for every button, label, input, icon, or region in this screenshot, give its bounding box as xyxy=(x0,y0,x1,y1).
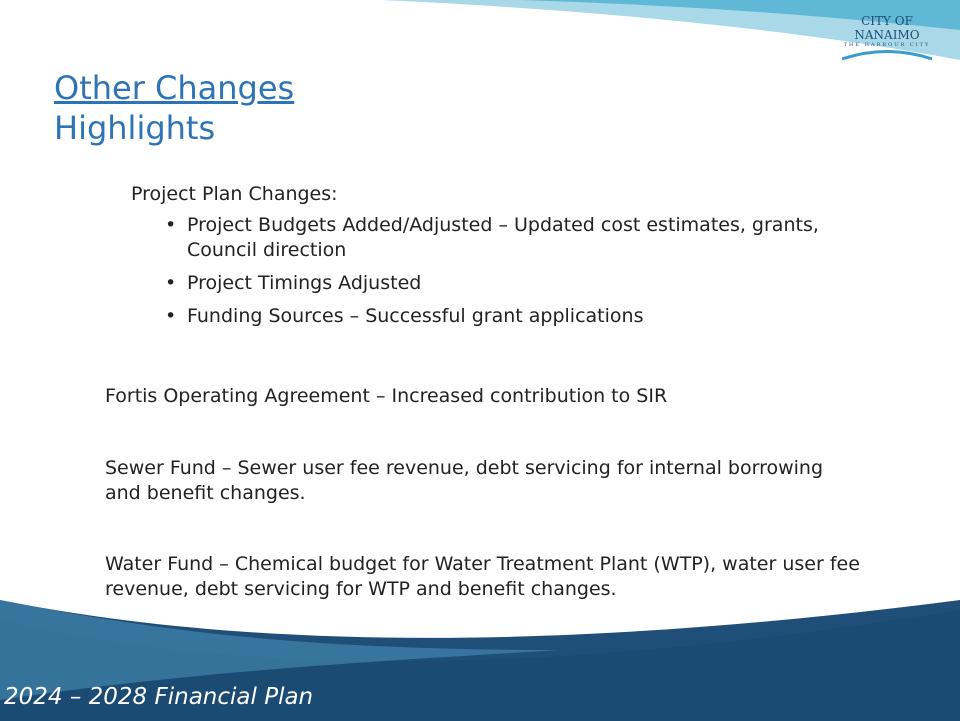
footer: 2024 – 2028 Financial Plan xyxy=(4,684,314,710)
paragraph: Sewer Fund – Sewer user fee revenue, deb… xyxy=(105,457,824,504)
bullet-text: Project Budgets Added/Adjusted – Updated… xyxy=(187,214,819,261)
title: Other Changes Highlights xyxy=(54,68,294,148)
bullet-text: Funding Sources – Successful grant appli… xyxy=(187,305,644,327)
bullet: • Project Budgets Added/Adjusted – Update… xyxy=(165,214,819,261)
logo: CITY OF NANAIMO THE HARBOUR CITY xyxy=(832,14,942,67)
bullet: • Project Timings Adjusted xyxy=(165,272,422,294)
section-heading: Project Plan Changes: xyxy=(131,183,338,205)
bullet-list: • Project Budgets Added/Adjusted – Update… xyxy=(165,213,847,329)
title-line: Highlights xyxy=(54,109,216,147)
logo-subtext: THE HARBOUR CITY xyxy=(843,42,931,48)
paragraph: Water Fund – Chemical budget for Water T… xyxy=(105,553,860,600)
paragraph: Fortis Operating Agreement – Increased c… xyxy=(105,385,668,407)
logo-text: CITY OF NANAIMO xyxy=(854,14,920,42)
bullet: • Funding Sources – Successful grant appl… xyxy=(165,305,644,327)
logo-waves xyxy=(841,50,933,61)
title-line: Other Changes xyxy=(54,69,295,107)
bullet-text: Project Timings Adjusted xyxy=(187,272,422,294)
